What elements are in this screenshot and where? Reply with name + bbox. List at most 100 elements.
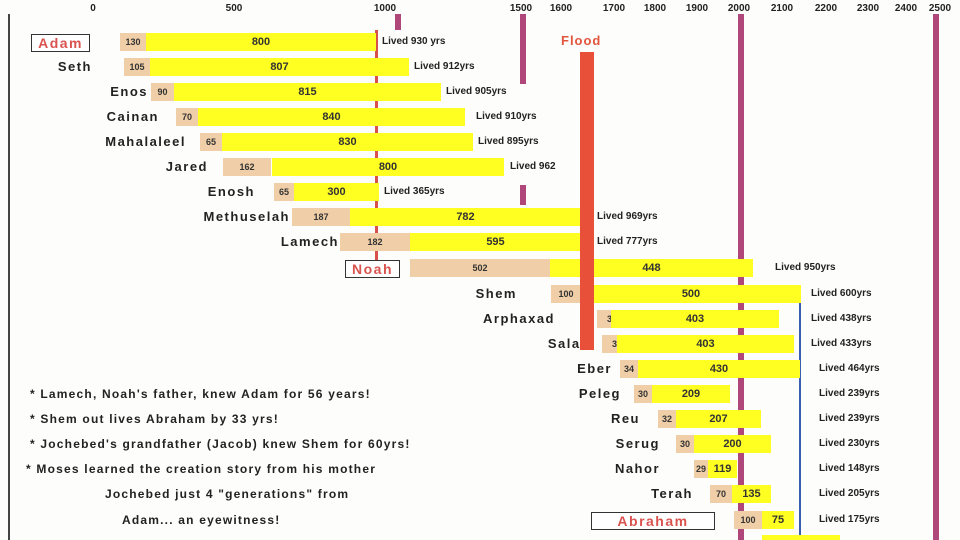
annotation-note: * Shem out lives Abraham by 33 yrs! — [30, 412, 279, 426]
lived-label: Lived 239yrs — [819, 413, 880, 424]
person-name: Enos — [110, 84, 148, 99]
person-name: Nahor — [614, 461, 660, 476]
person-name: Adam — [31, 34, 90, 52]
pre-fatherhood-bar: 70 — [176, 108, 198, 126]
axis-tick-label: 1000 — [373, 3, 397, 14]
person-name: Mahalaleel — [105, 134, 186, 149]
pre-fatherhood-bar: 30 — [676, 435, 694, 453]
lifespan-bar: 200 — [694, 435, 771, 453]
lived-label: Lived 930 yrs — [382, 36, 446, 47]
lived-label: Lived 600yrs — [811, 288, 872, 299]
axis-tick-label: 2300 — [856, 3, 880, 14]
lifespan-bar: 595 — [410, 233, 581, 251]
person-name: Enosh — [207, 184, 255, 199]
person-name: Abraham — [591, 512, 715, 530]
pre-fatherhood-bar: 65 — [274, 183, 294, 201]
lifespan-bar: 800 — [146, 33, 376, 51]
lifespan-bar: 403 — [611, 310, 779, 328]
pre-fatherhood-bar: 100 — [551, 285, 581, 303]
lifespan-bar: 800 — [272, 158, 504, 176]
lifespan-bar: 830 — [222, 133, 473, 151]
person-name: Arphaxad — [483, 311, 555, 326]
axis-tick-label: 2100 — [770, 3, 794, 14]
year-marker-line — [520, 185, 526, 205]
lived-label: Lived 910yrs — [476, 111, 537, 122]
year-marker-line — [933, 14, 939, 540]
lived-label: Lived 175yrs — [819, 514, 880, 525]
axis-tick-label: 500 — [225, 3, 243, 14]
lifespan-bar: 207 — [676, 410, 761, 428]
person-name: Peleg — [578, 386, 621, 401]
pre-fatherhood-bar: 90 — [151, 83, 174, 101]
lifespan-bar: 430 — [638, 360, 800, 378]
lived-label: Lived 148yrs — [819, 463, 880, 474]
axis-tick-label: 2000 — [727, 3, 751, 14]
lived-label: Lived 969yrs — [597, 211, 658, 222]
lifespan-bar: 135 — [732, 485, 771, 503]
lived-label: Lived 950yrs — [775, 262, 836, 273]
pre-fatherhood-bar: 32 — [658, 410, 676, 428]
lifespan-bar: 500 — [581, 285, 801, 303]
lived-label: Lived 205yrs — [819, 488, 880, 499]
axis-tick-label: 0 — [90, 3, 96, 14]
person-name: Serug — [615, 436, 660, 451]
person-name: Eber — [577, 361, 612, 376]
lifespan-bar: 300 — [294, 183, 379, 201]
axis-tick-label: 1500 — [509, 3, 533, 14]
frame-line-left — [8, 14, 10, 540]
lived-label: Lived 464yrs — [819, 363, 880, 374]
pre-fatherhood-bar: 162 — [223, 158, 271, 176]
lifespan-bar: 119 — [708, 460, 737, 478]
annotation-note: Adam... an eyewitness! — [122, 513, 281, 527]
lived-label: Lived 962 — [510, 161, 556, 172]
pre-fatherhood-bar: 34 — [620, 360, 638, 378]
lived-label: Lived 230yrs — [819, 438, 880, 449]
person-name: Methuselah — [203, 209, 290, 224]
person-name: Jared — [165, 159, 208, 174]
person-name: Seth — [57, 59, 92, 74]
axis-tick-label: 2200 — [814, 3, 838, 14]
lifespan-bar: 815 — [174, 83, 441, 101]
person-name: Noah — [345, 260, 400, 278]
year-marker-line — [395, 14, 401, 30]
flood-label: Flood — [561, 33, 602, 48]
lived-label: Lived 905yrs — [446, 86, 507, 97]
flood-bar — [580, 52, 594, 350]
continuation-bar — [762, 535, 840, 540]
lifespan-bar: 840 — [198, 108, 465, 126]
person-name: Salah — [547, 336, 590, 351]
axis-tick-label: 1900 — [685, 3, 709, 14]
lifespan-bar: 209 — [652, 385, 730, 403]
person-name: Terah — [651, 486, 693, 501]
lived-label: Lived 912yrs — [414, 61, 475, 72]
person-name: Cainan — [106, 109, 159, 124]
lifespan-bar: 75 — [762, 511, 794, 529]
pre-fatherhood-bar: 29 — [694, 460, 708, 478]
year-marker-line — [738, 14, 744, 540]
pre-fatherhood-bar: 187 — [292, 208, 350, 226]
person-name: Lamech — [280, 234, 339, 249]
year-marker-line — [520, 14, 526, 84]
pre-fatherhood-bar: 100 — [734, 511, 762, 529]
pre-fatherhood-bar: 182 — [340, 233, 410, 251]
lived-label: Lived 438yrs — [811, 313, 872, 324]
lifespan-bar: 807 — [150, 58, 409, 76]
person-name: Shem — [475, 286, 517, 301]
annotation-note: * Moses learned the creation story from … — [26, 462, 377, 476]
pre-fatherhood-bar: 70 — [710, 485, 732, 503]
axis-tick-label: 1600 — [549, 3, 573, 14]
lifespan-bar: 782 — [350, 208, 581, 226]
pre-fatherhood-bar: 65 — [200, 133, 222, 151]
pre-fatherhood-bar: 30 — [634, 385, 652, 403]
lived-label: Lived 777yrs — [597, 236, 658, 247]
axis-tick-label: 1700 — [602, 3, 626, 14]
lived-label: Lived 433yrs — [811, 338, 872, 349]
person-name: Reu — [610, 411, 640, 426]
lived-label: Lived 895yrs — [478, 136, 539, 147]
annotation-note: * Jochebed's grandfather (Jacob) knew Sh… — [30, 437, 411, 451]
pre-fatherhood-bar: 130 — [120, 33, 146, 51]
lifespan-bar: 403 — [617, 335, 794, 353]
shem-death-line — [799, 286, 801, 540]
annotation-note: Jochebed just 4 "generations" from — [105, 487, 350, 501]
